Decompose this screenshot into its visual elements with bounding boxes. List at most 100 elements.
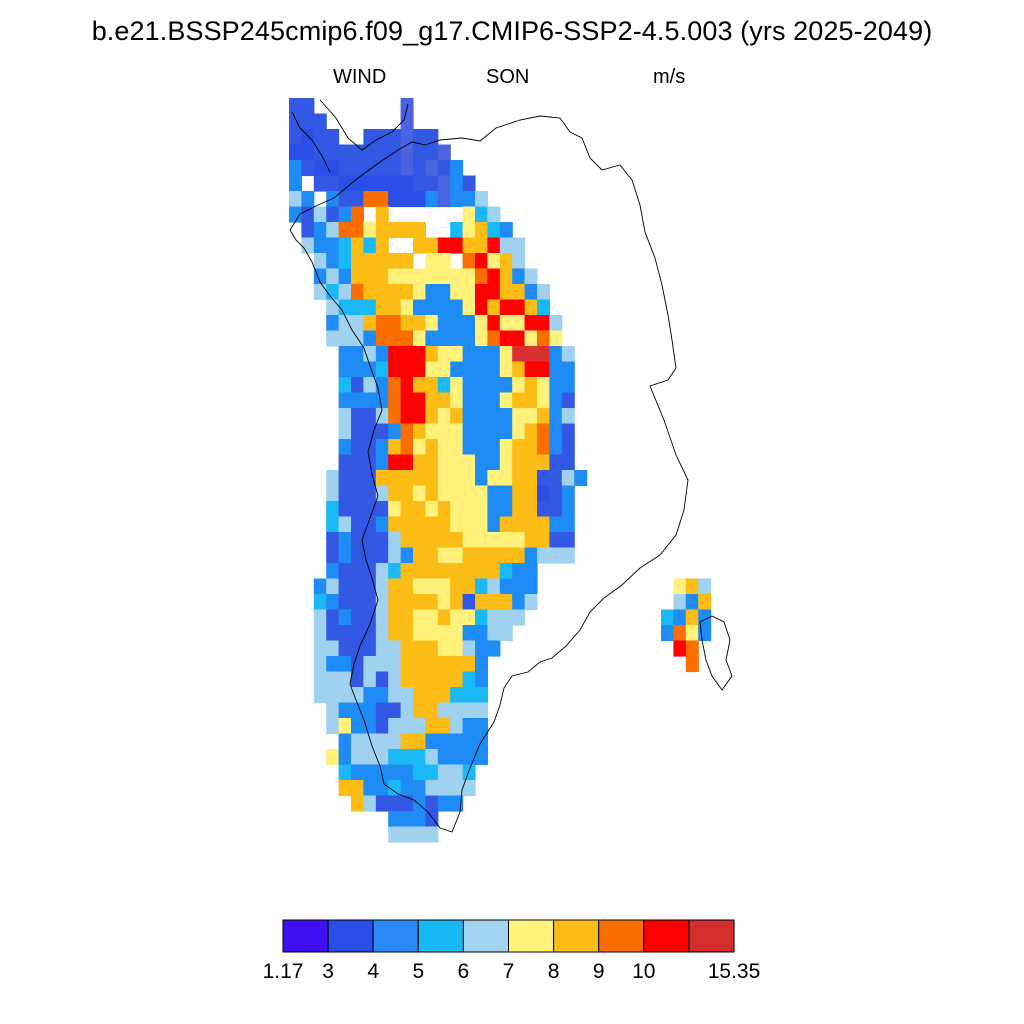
grid-cell bbox=[351, 346, 364, 363]
grid-cell bbox=[499, 625, 513, 642]
grid-cell bbox=[388, 609, 402, 626]
grid-cell bbox=[375, 330, 389, 347]
grid-cell bbox=[313, 284, 327, 301]
grid-cell bbox=[363, 749, 377, 766]
grid-cell bbox=[450, 578, 464, 595]
grid-cell bbox=[363, 129, 377, 146]
grid-cell bbox=[388, 299, 402, 316]
grid-cell bbox=[437, 330, 451, 347]
grid-cell bbox=[475, 454, 488, 471]
grid-cell bbox=[363, 237, 377, 254]
grid-cell bbox=[437, 175, 451, 192]
grid-cell bbox=[475, 392, 488, 409]
grid-cell bbox=[400, 687, 414, 704]
grid-cell bbox=[450, 764, 464, 781]
grid-cell bbox=[326, 563, 340, 580]
grid-cell bbox=[375, 315, 389, 332]
grid-cell bbox=[462, 268, 476, 285]
grid-cell bbox=[413, 563, 426, 580]
grid-cell bbox=[475, 532, 488, 549]
grid-cell bbox=[388, 408, 402, 425]
colorbar-tick-label: 1.17 bbox=[262, 960, 304, 983]
grid-cell bbox=[499, 392, 513, 409]
grid-cell bbox=[375, 625, 389, 642]
grid-cell bbox=[512, 516, 526, 533]
grid-cell bbox=[338, 594, 352, 611]
grid-cell bbox=[462, 346, 476, 363]
grid-cell bbox=[475, 361, 488, 378]
grid-cell bbox=[388, 253, 402, 270]
grid-cell bbox=[413, 532, 426, 549]
grid-cell bbox=[375, 408, 389, 425]
grid-cell bbox=[338, 516, 352, 533]
grid-cell bbox=[537, 547, 550, 564]
grid-cell bbox=[363, 377, 377, 394]
grid-cell bbox=[475, 206, 488, 223]
grid-cell bbox=[487, 253, 501, 270]
grid-cell bbox=[512, 501, 526, 518]
grid-cell bbox=[363, 687, 377, 704]
grid-cell bbox=[512, 439, 526, 456]
grid-cell bbox=[673, 640, 687, 657]
grid-cell bbox=[338, 268, 352, 285]
grid-cell bbox=[524, 454, 538, 471]
grid-cell bbox=[437, 423, 451, 440]
grid-cell bbox=[524, 299, 538, 316]
grid-cell bbox=[450, 315, 464, 332]
grid-cell bbox=[413, 377, 426, 394]
grid-cell bbox=[549, 532, 563, 549]
grid-cell bbox=[462, 594, 476, 611]
grid-cell bbox=[388, 718, 402, 735]
grid-cell bbox=[351, 687, 364, 704]
grid-cell bbox=[512, 532, 526, 549]
grid-cell bbox=[425, 749, 439, 766]
grid-cell bbox=[462, 175, 476, 192]
grid-cell bbox=[487, 377, 501, 394]
grid-cell bbox=[561, 547, 575, 564]
grid-cell bbox=[437, 361, 451, 378]
grid-cell bbox=[512, 578, 526, 595]
grid-cell bbox=[351, 733, 364, 750]
grid-cell bbox=[388, 439, 402, 456]
grid-cell bbox=[512, 392, 526, 409]
grid-cell bbox=[313, 113, 327, 130]
grid-cell bbox=[338, 330, 352, 347]
grid-cell bbox=[512, 485, 526, 502]
grid-cell bbox=[388, 749, 402, 766]
grid-cell bbox=[475, 516, 488, 533]
grid-cell bbox=[313, 268, 327, 285]
grid-cell bbox=[363, 485, 377, 502]
grid-cell bbox=[301, 98, 315, 115]
grid-cell bbox=[388, 656, 402, 673]
grid-cell bbox=[462, 299, 476, 316]
grid-cell bbox=[413, 780, 426, 797]
grid-cell bbox=[437, 315, 451, 332]
grid-cell bbox=[301, 191, 315, 208]
grid-cell bbox=[326, 578, 340, 595]
grid-cell bbox=[400, 315, 414, 332]
grid-cell bbox=[413, 547, 426, 564]
grid-cell bbox=[388, 640, 402, 657]
grid-cell bbox=[351, 284, 364, 301]
grid-cell bbox=[462, 733, 476, 750]
grid-cell bbox=[326, 144, 340, 161]
grid-cell bbox=[437, 408, 451, 425]
grid-cell bbox=[375, 268, 389, 285]
grid-cell bbox=[326, 532, 340, 549]
grid-cell bbox=[326, 129, 340, 146]
grid-cell bbox=[413, 718, 426, 735]
grid-cell bbox=[549, 501, 563, 518]
season-label: SON bbox=[486, 66, 530, 88]
grid-cell bbox=[487, 578, 501, 595]
grid-cell bbox=[462, 516, 476, 533]
grid-cell bbox=[487, 594, 501, 611]
grid-cell bbox=[400, 578, 414, 595]
colorbar-swatch bbox=[417, 919, 464, 953]
grid-cell bbox=[388, 361, 402, 378]
grid-cell bbox=[524, 439, 538, 456]
grid-cell bbox=[561, 454, 575, 471]
grid-cell bbox=[413, 609, 426, 626]
grid-cell bbox=[375, 470, 389, 487]
grid-cell bbox=[512, 377, 526, 394]
grid-cell bbox=[400, 501, 414, 518]
